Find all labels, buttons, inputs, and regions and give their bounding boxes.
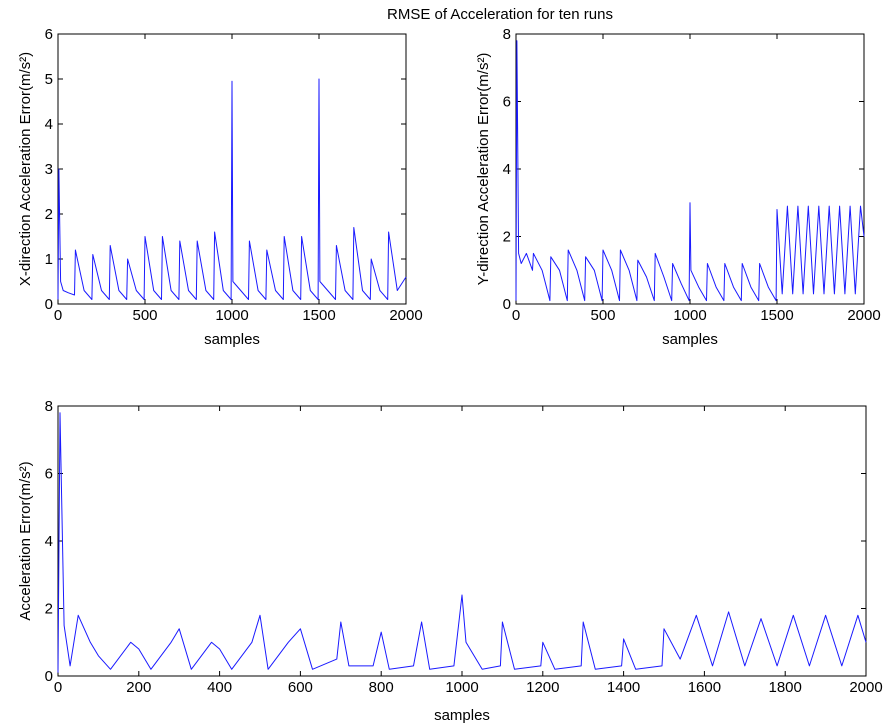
x-axis-ticks: 0 500 1000 1500 2000: [54, 34, 423, 324]
x-axis-label: samples: [662, 331, 718, 348]
error-trace: [57, 78, 407, 300]
y-tick-label: 6: [45, 466, 53, 483]
x-axis-label: samples: [434, 707, 490, 724]
y-tick-label: 6: [45, 26, 53, 43]
figure-title: RMSE of Acceleration for ten runs: [387, 6, 613, 23]
x-tick-label: 2000: [389, 307, 422, 324]
y-axis-label: X-direction Acceleration Error(m/s²): [17, 52, 34, 286]
y-tick-label: 0: [503, 296, 511, 313]
x-tick-label: 1000: [215, 307, 248, 324]
x-tick-label: 1500: [302, 307, 335, 324]
x-axis-ticks: 0 500 1000 1500 2000: [512, 34, 881, 324]
x-tick-label: 1000: [445, 679, 478, 696]
x-tick-label: 1800: [769, 679, 802, 696]
y-tick-label: 5: [45, 71, 53, 88]
x-tick-label: 200: [126, 679, 151, 696]
x-tick-label: 1200: [526, 679, 559, 696]
y-tick-label: 4: [45, 533, 53, 550]
x-tick-label: 2000: [849, 679, 882, 696]
x-tick-label: 2000: [847, 307, 880, 324]
y-direction-error-plot: 0 500 1000 1500 2000 0 2 4 6 8 samples Y-directi…: [475, 26, 881, 348]
y-tick-label: 4: [503, 161, 511, 178]
y-tick-label: 4: [45, 116, 53, 133]
y-tick-label: 8: [503, 26, 511, 43]
y-axis-ticks: 0 1 2 3 4 5 6: [45, 26, 406, 313]
x-axis-label: samples: [204, 331, 260, 348]
x-tick-label: 1400: [607, 679, 640, 696]
x-tick-label: 0: [512, 307, 520, 324]
y-axis-label: Acceleration Error(m/s²): [17, 461, 34, 620]
x-tick-label: 1600: [688, 679, 721, 696]
x-tick-label: 0: [54, 307, 62, 324]
y-tick-label: 3: [45, 161, 53, 178]
y-tick-label: 6: [503, 94, 511, 111]
y-tick-label: 0: [45, 668, 53, 685]
x-tick-label: 500: [132, 307, 157, 324]
y-tick-label: 8: [45, 398, 53, 415]
y-axis-label: Y-direction Acceleration Error(m/s²): [475, 53, 492, 286]
y-axis-ticks: 0 2 4 6 8: [503, 26, 864, 313]
plot-frame: [515, 33, 865, 305]
x-tick-label: 400: [207, 679, 232, 696]
y-tick-label: 2: [503, 229, 511, 246]
x-direction-error-plot: 0 500 1000 1500 2000 0 1 2 3 4 5 6 samples X-direc…: [17, 26, 423, 348]
x-tick-label: 0: [54, 679, 62, 696]
error-trace: [57, 412, 867, 673]
y-tick-label: 0: [45, 296, 53, 313]
x-tick-label: 1500: [760, 307, 793, 324]
y-tick-label: 1: [45, 251, 53, 268]
x-tick-label: 600: [288, 679, 313, 696]
y-tick-label: 2: [45, 206, 53, 223]
x-tick-label: 500: [590, 307, 615, 324]
x-axis-ticks: 0 200 400 600 800 1000 1200 1400 1600 1800 2000: [54, 406, 883, 696]
error-trace: [515, 40, 865, 302]
x-tick-label: 1000: [673, 307, 706, 324]
y-tick-label: 2: [45, 601, 53, 618]
plot-frame: [57, 405, 867, 677]
x-tick-label: 800: [369, 679, 394, 696]
y-axis-ticks: 0 2 4 6 8: [45, 398, 866, 685]
acceleration-error-plot: 0 200 400 600 800 1000 1200 1400 1600 1800 2000 0 2…: [17, 398, 883, 724]
